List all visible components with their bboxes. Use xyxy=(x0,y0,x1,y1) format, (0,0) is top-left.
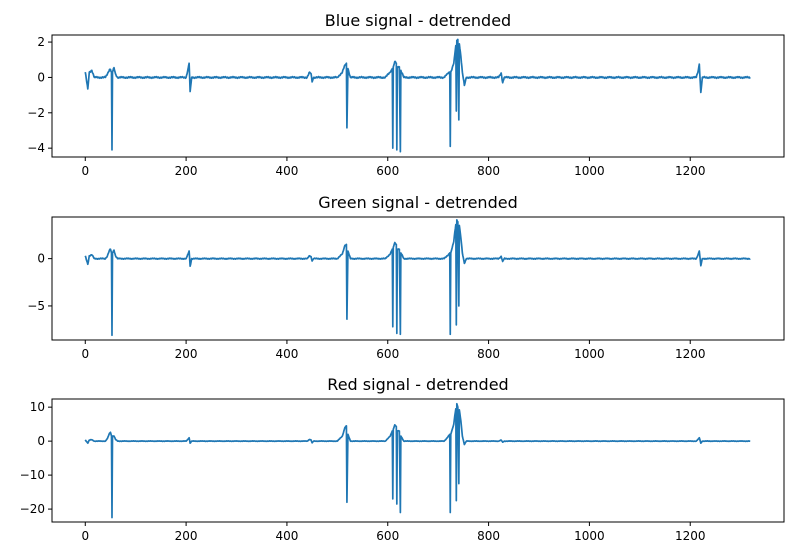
y-tick-label: −10 xyxy=(20,468,45,482)
x-tick-label: 600 xyxy=(376,164,399,178)
subplot-title: Green signal - detrended xyxy=(318,193,517,212)
x-tick-label: 200 xyxy=(175,347,198,361)
y-tick-label: 0 xyxy=(37,252,45,266)
y-tick-label: −5 xyxy=(27,299,45,313)
x-tick-label: 1000 xyxy=(574,529,605,543)
x-tick-label: 0 xyxy=(81,164,89,178)
y-tick-label: 10 xyxy=(30,400,45,414)
signal-line xyxy=(84,402,751,519)
x-tick-label: 200 xyxy=(175,529,198,543)
x-tick-label: 1000 xyxy=(574,164,605,178)
x-tick-label: 400 xyxy=(275,164,298,178)
x-tick-label: 1200 xyxy=(675,347,706,361)
x-tick-label: 800 xyxy=(477,164,500,178)
x-tick-label: 200 xyxy=(175,164,198,178)
y-tick-label: −4 xyxy=(27,141,45,155)
x-tick-label: 1200 xyxy=(675,529,706,543)
axes-frame xyxy=(51,34,785,158)
y-tick-label: −20 xyxy=(20,502,45,516)
subplot-title: Blue signal - detrended xyxy=(325,11,511,30)
x-tick-label: 400 xyxy=(275,347,298,361)
signal-line xyxy=(84,218,751,337)
x-tick-label: 600 xyxy=(376,529,399,543)
x-tick-label: 1000 xyxy=(574,347,605,361)
subplot-3: Red signal - detrended 0 200 400 600 800 1000 1… xyxy=(20,375,785,543)
x-tick-label: 600 xyxy=(376,347,399,361)
subplot-1: Blue signal - detrended 0 200 400 600 800 1000… xyxy=(27,11,785,178)
y-tick-label: 0 xyxy=(37,70,45,84)
y-tick-label: 0 xyxy=(37,434,45,448)
y-tick-label: 2 xyxy=(37,35,45,49)
x-tick-label: 0 xyxy=(81,347,89,361)
x-tick-label: 800 xyxy=(477,347,500,361)
x-tick-label: 800 xyxy=(477,529,500,543)
signal-line xyxy=(84,38,751,153)
subplot-title: Red signal - detrended xyxy=(327,375,508,394)
x-tick-label: 400 xyxy=(275,529,298,543)
axes-frame xyxy=(51,398,785,523)
x-tick-label: 0 xyxy=(81,529,89,543)
subplot-2: Green signal - detrended 0 200 400 600 800 100… xyxy=(27,193,785,361)
x-tick-label: 1200 xyxy=(675,164,706,178)
axes-frame xyxy=(51,216,785,341)
y-tick-label: −2 xyxy=(27,106,45,120)
